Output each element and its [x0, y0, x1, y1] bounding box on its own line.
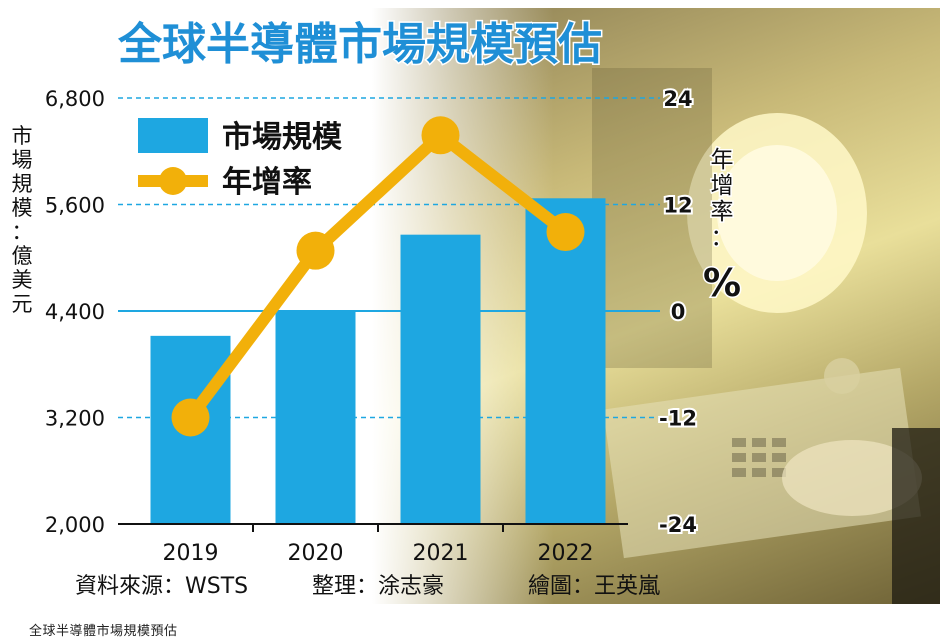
- chart-canvas: 全球半導體市場規模預估 2,000 3,200 4,400 5,600 6,800 -2…: [12, 18, 743, 600]
- y2-tick-label: 24: [663, 87, 692, 111]
- y-tick-label: 5,600: [45, 194, 105, 218]
- chart-title: 全球半導體市場規模預估: [117, 19, 602, 70]
- y2-axis-label-char: %: [703, 261, 741, 305]
- x-tick-label: 2022: [538, 541, 594, 566]
- legend-swatch-bar: [138, 118, 208, 153]
- illustrator-note: 繪圖：王英嵐: [528, 574, 660, 599]
- line-point: [296, 231, 335, 270]
- y2-tick-label: -12: [659, 407, 697, 431]
- y-axis-label-char: 場: [12, 148, 33, 172]
- y-tick-label: 6,800: [45, 87, 105, 111]
- y-axis-label-char: 模: [12, 196, 33, 220]
- bar: [525, 198, 606, 524]
- x-tick-label: 2019: [163, 541, 219, 566]
- y-axis-label-char: 美: [12, 268, 33, 292]
- photo-illustration: [592, 68, 940, 604]
- bar: [275, 311, 356, 524]
- y-axis-tick-labels: 2,000 3,200 4,400 5,600 6,800: [45, 87, 105, 537]
- y-axis-label-char: ：: [12, 220, 33, 244]
- bar-series: [150, 198, 606, 525]
- legend-swatch-marker: [159, 167, 187, 195]
- line-point: [421, 116, 460, 155]
- x-axis-tick-labels: 2019 2020 2021 2022: [163, 541, 594, 566]
- y-tick-label: 3,200: [45, 407, 105, 431]
- legend: 市場規模 年增率: [138, 118, 344, 202]
- line-point: [546, 213, 585, 252]
- y-axis-label-char: 元: [12, 292, 33, 316]
- footer: 資料來源：WSTS 整理：涂志豪 繪圖：王英嵐: [75, 574, 660, 599]
- x-tick-label: 2020: [288, 541, 344, 566]
- y2-axis-tick-labels: -24 -12 0 12 24: [657, 85, 699, 539]
- chart-figure: 全球半導體市場規模預估 2,000 3,200 4,400 5,600 6,800 -2…: [11, 8, 940, 604]
- y-axis-label: 市場規模：億美元: [12, 124, 33, 316]
- y-tick-label: 4,400: [45, 300, 105, 324]
- y2-tick-label: 12: [663, 194, 692, 218]
- y-axis-label-char: 規: [12, 172, 33, 196]
- editor-note: 整理：涂志豪: [312, 574, 444, 599]
- y2-tick-label: 0: [671, 300, 686, 324]
- y2-tick-label: -24: [659, 513, 697, 537]
- y-axis-label-char: 億: [12, 244, 33, 268]
- line-series: [171, 116, 585, 437]
- y2-axis-label-char: 率: [711, 199, 734, 225]
- series-line: [184, 129, 572, 424]
- source-note: 資料來源：WSTS: [75, 574, 248, 599]
- bar: [400, 234, 481, 525]
- x-tick-label: 2021: [413, 541, 469, 566]
- y-axis-label-char: 市: [12, 124, 33, 148]
- legend-label-bar: 市場規模: [222, 120, 342, 155]
- axes: [118, 523, 628, 532]
- legend-label-line: 年增率: [222, 165, 312, 200]
- y2-axis-label-char: 年: [711, 147, 734, 173]
- image-caption: 全球半導體市場規模預估: [29, 624, 178, 639]
- y-tick-label: 2,000: [45, 513, 105, 537]
- y2-axis-label-char: 增: [711, 173, 734, 199]
- line-point: [171, 398, 210, 437]
- y2-axis-label-char: ：: [711, 225, 734, 251]
- y2-axis-label: 年增率：%: [701, 146, 742, 307]
